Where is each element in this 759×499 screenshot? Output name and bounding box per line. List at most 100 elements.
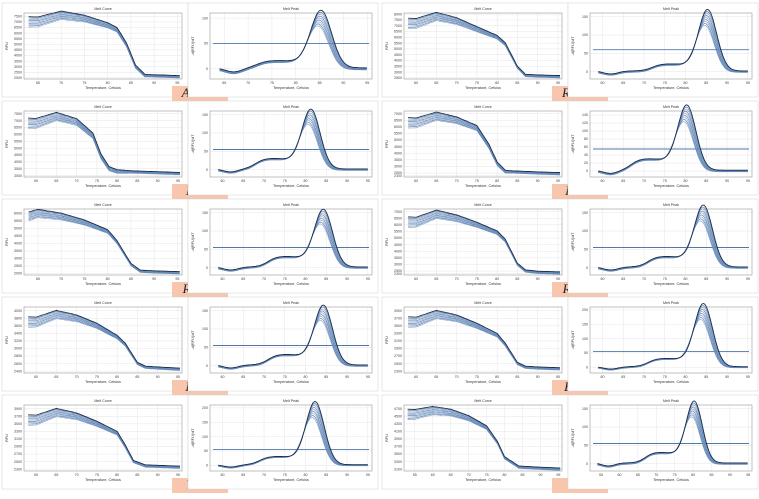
melt-curve-ytick: 5500 [14, 139, 22, 143]
melt-curve-plot-area [23, 12, 183, 80]
melt-peak-xtick: 95 [366, 179, 370, 183]
melt-peak-xtick: 70 [642, 81, 646, 85]
melt-curve-ytick: 3500 [14, 59, 22, 63]
melt-curve-title: Melt Curve [474, 7, 491, 11]
gene-block-4: 65 70 75 80 85 90 95 2000 2500 3000 3500 4000 4500 50… [1, 198, 379, 297]
melt-curve-line [408, 209, 560, 273]
gene-block-6: 60 65 70 75 80 85 90 95 2400 2600 2800 3000 3200 3400… [1, 296, 379, 395]
melt-curve-title: Melt Curve [474, 301, 491, 305]
melt-curve-ytick: 3000 [14, 347, 22, 351]
melt-peak-xtick: 70 [262, 473, 266, 477]
melt-peak-xtick: 60 [600, 277, 604, 281]
melt-curve-ytick: 4500 [394, 53, 402, 57]
melt-curve-ytick: 5000 [14, 146, 22, 150]
melt-curve-ylabel: RFU [5, 140, 9, 148]
melt-curve-xlabel: Temperature, Celsius [465, 282, 501, 286]
melt-curve-ytick: 5500 [394, 41, 402, 45]
melt-curve-xtick: 80 [495, 277, 499, 281]
melt-curve-xtick: 90 [538, 473, 542, 477]
melt-curve-ytick: 3800 [14, 317, 22, 321]
melt-curve-xlabel: Temperature, Celsius [85, 184, 121, 188]
melt-peak-line [218, 208, 368, 271]
melt-peak-xtick: 60 [617, 473, 621, 477]
melt-peak-xtick: 65 [621, 81, 625, 85]
melt-curve-xtick: 90 [156, 473, 160, 477]
melt-peak-xtick: 85 [324, 277, 328, 281]
melt-peak-ytick: 50 [204, 449, 208, 453]
melt-peak-xtick: 60 [220, 179, 224, 183]
melt-peak-panel [187, 2, 379, 98]
melt-peak-xtick: 85 [324, 179, 328, 183]
melt-curve-line [407, 406, 561, 469]
melt-curve-ytick: 3700 [394, 445, 402, 449]
melt-peak-xtick: 80 [304, 277, 308, 281]
melt-curve-ytick: 7000 [14, 20, 22, 24]
melt-peak-line [219, 9, 367, 73]
melt-curve-xtick: 60 [414, 179, 418, 183]
melt-curve-xtick: 85 [521, 473, 525, 477]
melt-curve-xtick: 60 [34, 179, 38, 183]
melt-peak-xtick: 95 [746, 277, 750, 281]
melt-curve-ylabel: RFU [5, 434, 9, 442]
melt-peak-xtick: 90 [725, 277, 729, 281]
melt-peak-xtick: 95 [746, 473, 750, 477]
melt-curve-ytick: 3900 [394, 437, 402, 441]
melt-curve-ytick: 6000 [14, 31, 22, 35]
melt-peak-xtick: 60 [600, 81, 604, 85]
melt-peak-xtick: 65 [241, 179, 245, 183]
melt-curve-xtick: 80 [115, 473, 119, 477]
melt-curve-xtick: 75 [485, 473, 489, 477]
melt-curve-xtick: 75 [475, 179, 479, 183]
melt-peak-xtick: 90 [725, 375, 729, 379]
melt-peak-xtick: 85 [704, 277, 708, 281]
melt-curve-xtick: 70 [75, 375, 79, 379]
melt-peak-plot-area [589, 208, 753, 276]
melt-curve-ytick: 6500 [14, 126, 22, 130]
melt-peak-panel [187, 198, 379, 294]
melt-curve-ylabel: RFU [385, 336, 389, 344]
melt-curve-line [28, 208, 180, 273]
melt-curve-xtick: 95 [176, 473, 180, 477]
melt-curve-ytick: 4500 [394, 243, 402, 247]
melt-curve-plot-area [403, 404, 563, 472]
melt-peak-ytick: 0 [586, 266, 588, 270]
melt-curve-plot-area [403, 12, 563, 80]
melt-curve-ytick: 5000 [394, 138, 402, 142]
melt-peak-ytick: 100 [582, 33, 588, 37]
melt-peak-xtick: 80 [684, 81, 688, 85]
melt-curve-xtick: 85 [129, 81, 133, 85]
melt-curve-ylabel: RFU [385, 434, 389, 442]
melt-curve-ytick: 2300 [394, 369, 402, 373]
melt-peak-ylabel: -d(RFU)/dT [191, 428, 195, 448]
melt-peak-ytick: 80 [584, 137, 588, 141]
melt-peak-panel [187, 100, 379, 196]
melt-peak-xtick: 80 [294, 81, 298, 85]
melt-peak-ylabel: -d(RFU)/dT [191, 36, 195, 56]
melt-peak-ytick: 100 [582, 425, 588, 429]
melt-peak-xtick: 85 [324, 375, 328, 379]
melt-curve-xtick: 65 [36, 277, 40, 281]
melt-peak-ytick: 50 [204, 248, 208, 252]
melt-curve-xtick: 65 [54, 473, 58, 477]
melt-peak-plot-area [209, 404, 373, 472]
melt-curve-xtick: 65 [36, 81, 40, 85]
melt-peak-line [597, 400, 748, 467]
melt-peak-xtick: 90 [725, 81, 729, 85]
melt-curve-title: Melt Curve [94, 203, 111, 207]
melt-curve-ytick: 2500 [14, 460, 22, 464]
melt-peak-line [218, 401, 368, 468]
melt-curve-xtick: 90 [536, 81, 540, 85]
melt-peak-xtick: 95 [366, 277, 370, 281]
melt-curve-ytick: 5500 [394, 132, 402, 136]
melt-peak-title: Melt Peak [283, 399, 299, 403]
melt-curve-panel [1, 394, 189, 490]
melt-curve-ytick: 2500 [394, 171, 402, 175]
melt-curve-ytick: 5500 [394, 230, 402, 234]
melt-curve-xtick: 85 [515, 81, 519, 85]
melt-peak-xtick: 85 [704, 179, 708, 183]
melt-curve-title: Melt Curve [94, 399, 111, 403]
